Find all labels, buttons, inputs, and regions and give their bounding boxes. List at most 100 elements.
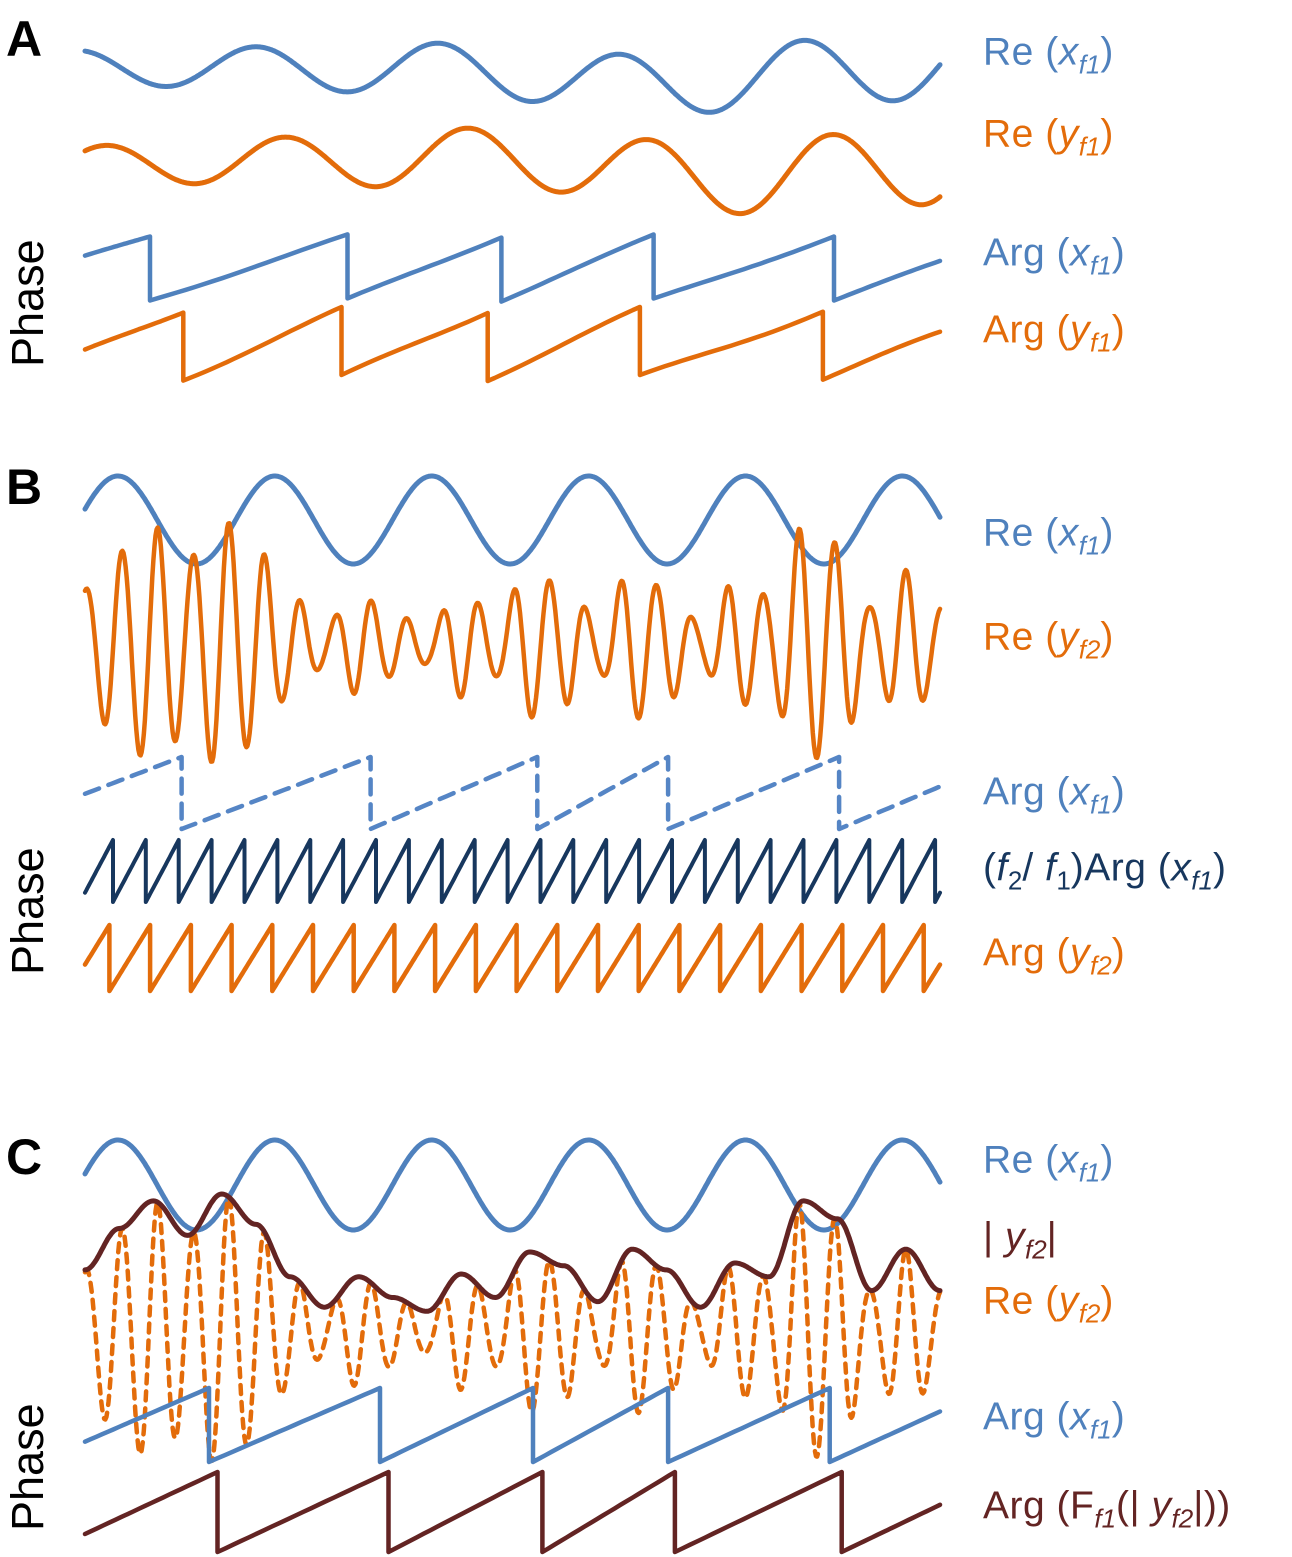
panel-b-label-re-xf1: Re (xf1) (983, 514, 1114, 559)
panel-b-scaled-arg-xf1-line (83, 838, 942, 904)
label-part: ) (1100, 1138, 1114, 1182)
label-part: Arg (F (983, 1484, 1095, 1528)
label-part: x (1058, 30, 1079, 74)
label-part: ) (1111, 1395, 1126, 1439)
label-part: ) (1100, 615, 1114, 659)
panel-c-label-arg-F-abs-yf2: Arg (Ff1(| yf2|)) (983, 1487, 1231, 1532)
label-part: x (1171, 846, 1192, 890)
label-part: f1 (1078, 49, 1101, 80)
label-part: Re ( (983, 511, 1059, 555)
label-part: x (1070, 770, 1091, 814)
panel-a-label-arg-xf1: Arg (xf1) (983, 234, 1125, 279)
panel-a-label-re-xf1: Re (xf1) (983, 33, 1114, 78)
label-part: f2 (1078, 1298, 1101, 1329)
panel-c-arg-F-abs-yf2-line (82, 1469, 943, 1555)
panel-b-label-arg-yf2: Arg (yf2) (983, 934, 1125, 979)
panel-b-letter: B (6, 459, 43, 515)
label-part: x (1070, 1395, 1091, 1439)
label-part: Re ( (983, 112, 1059, 156)
label-part: f1 (1078, 131, 1101, 162)
label-part: | (983, 1215, 1005, 1259)
label-part: f1 (1078, 1157, 1101, 1188)
label-part: ( (983, 846, 997, 890)
label-part: y (1058, 615, 1079, 659)
label-part: Arg ( (983, 931, 1071, 975)
label-part: ) (1111, 931, 1126, 975)
label-part: y (1070, 931, 1091, 975)
panel-b-re-yf2-line (82, 520, 943, 764)
label-part: f2 (1024, 1234, 1047, 1265)
panel-b-phase-axis-label: Phase (2, 847, 53, 975)
label-part: Arg ( (983, 231, 1071, 275)
panel-b-label-scaled-arg-xf1: (f2/ f1)Arg (xf1) (983, 849, 1226, 894)
label-part: | (1046, 1215, 1058, 1259)
panel-b-arg-xf1-line (82, 754, 943, 832)
panel-a-phase-axis-label: Phase (2, 239, 53, 367)
label-part: f1 (1090, 250, 1112, 281)
label-part: x (1058, 511, 1079, 555)
label-part: Arg ( (983, 308, 1071, 352)
label-part: ) (1100, 1279, 1114, 1323)
label-part: Re ( (983, 1279, 1059, 1323)
label-part: f2 (1078, 634, 1101, 665)
label-part: y (1070, 308, 1091, 352)
label-part: f1 (1090, 789, 1112, 820)
label-part: y (1151, 1484, 1172, 1528)
panel-a-label-re-yf1: Re (yf1) (983, 115, 1114, 160)
panel-b-label-re-yf2: Re (yf2) (983, 618, 1114, 663)
label-part: f (996, 846, 1008, 890)
label-part: y (1058, 1279, 1079, 1323)
label-part: Arg ( (983, 770, 1071, 814)
panel-a-re-yf1-line (82, 125, 943, 217)
label-part: 1 (1056, 865, 1071, 896)
label-part: ) (1111, 770, 1126, 814)
panel-a-arg-yf1-line (82, 304, 943, 384)
panel-c-label-abs-yf2: | yf2| (983, 1218, 1057, 1263)
label-part: (| (1116, 1484, 1152, 1528)
label-part: / (1022, 846, 1045, 890)
label-part: f2 (1090, 950, 1112, 981)
label-part: )Arg ( (1070, 846, 1172, 890)
panel-c-label-arg-xf1: Arg (xf1) (983, 1398, 1125, 1443)
panel-c-abs-yf2-line (82, 1191, 943, 1314)
label-part: ) (1100, 30, 1114, 74)
panel-c-re-yf2-line (82, 1195, 943, 1464)
panel-a-label-arg-yf1: Arg (yf1) (983, 311, 1125, 356)
panel-a-arg-xf1-line (82, 232, 943, 304)
label-part: f (1044, 846, 1057, 890)
label-part: ) (1212, 846, 1227, 890)
label-part: x (1058, 1138, 1079, 1182)
label-part: ) (1100, 511, 1114, 555)
label-part: ) (1111, 231, 1126, 275)
label-part: 2 (1007, 865, 1023, 896)
panel-c-label-re-yf2: Re (yf2) (983, 1282, 1114, 1327)
panel-c-phase-axis-label: Phase (2, 1403, 53, 1532)
label-part: f1 (1090, 327, 1112, 358)
panel-b-re-xf1-line (82, 473, 943, 567)
panel-b-label-arg-xf1: Arg (xf1) (983, 773, 1125, 818)
panel-c-letter: C (6, 1129, 43, 1185)
label-part: Re ( (983, 1138, 1059, 1182)
label-part: ) (1100, 112, 1114, 156)
label-part: f1 (1191, 865, 1213, 896)
label-part: ) (1111, 308, 1126, 352)
label-part: Arg ( (983, 1395, 1071, 1439)
panel-c-arg-xf1-line (82, 1385, 943, 1465)
label-part: Re ( (983, 30, 1059, 74)
label-part: x (1070, 231, 1091, 275)
label-part: y (1004, 1215, 1025, 1259)
label-part: f1 (1090, 1414, 1112, 1445)
panel-a-re-xf1-line (82, 37, 943, 115)
panel-a-letter: A (6, 11, 43, 67)
label-part: Re ( (983, 615, 1059, 659)
label-part: f2 (1171, 1503, 1194, 1534)
label-part: f1 (1078, 530, 1101, 561)
panel-b-arg-yf2-line (82, 922, 943, 994)
label-part: f1 (1094, 1503, 1117, 1534)
panel-c-re-xf1-line (82, 1137, 943, 1233)
label-part: |)) (1193, 1484, 1231, 1528)
label-part: y (1058, 112, 1079, 156)
panel-c-label-re-xf1: Re (xf1) (983, 1141, 1114, 1186)
